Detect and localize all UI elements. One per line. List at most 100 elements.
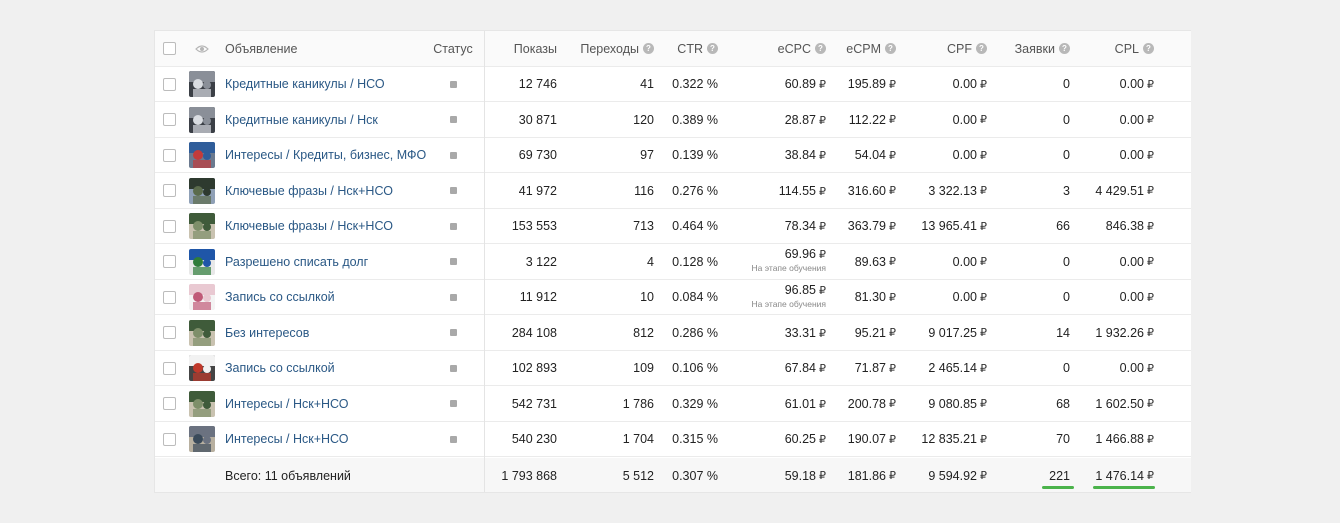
status-cell[interactable] (425, 316, 481, 350)
status-cell[interactable] (425, 351, 481, 385)
status-cell[interactable] (425, 387, 481, 421)
impressions-cell: 153 553 (511, 219, 557, 233)
total-leads: 221 (1049, 468, 1070, 483)
status-cell[interactable] (425, 422, 481, 456)
header-ecpc[interactable]: eCPC? (725, 31, 826, 66)
ecpc-value: 38.84 (784, 148, 816, 162)
ad-name-link[interactable]: Интересы / Кредиты, бизнес, МФО (225, 138, 426, 172)
row-checkbox[interactable] (162, 290, 176, 304)
ruble-icon: ₽ (819, 185, 826, 198)
ad-thumbnail[interactable] (189, 351, 215, 385)
header-ctr[interactable]: CTR? (655, 31, 718, 66)
status-cell[interactable] (425, 245, 481, 279)
help-icon[interactable]: ? (976, 43, 987, 54)
help-icon[interactable]: ? (815, 43, 826, 54)
cpl-cell: 1 932.26 ₽ (1075, 316, 1154, 350)
status-cell[interactable] (425, 103, 481, 137)
status-cell[interactable] (425, 67, 481, 101)
ecpm-value: 54.04 (854, 148, 886, 162)
ad-name-link[interactable]: Кредитные каникулы / Нск (225, 103, 425, 137)
ctr-cell: 0.315 % (672, 432, 718, 446)
status-indicator-icon (449, 116, 457, 123)
cpl-value: 0.00 (1119, 77, 1144, 91)
row-checkbox[interactable] (162, 361, 176, 375)
ad-name-link[interactable]: Запись со ссылкой (225, 351, 425, 385)
header-cpl[interactable]: CPL? (1075, 31, 1154, 66)
cpf-value: 3 322.13 (928, 183, 977, 198)
ecpc-value-wrap: 38.84 ₽ (785, 148, 826, 162)
header-leads[interactable]: Заявки? (995, 31, 1070, 66)
header-ecpm[interactable]: eCPM? (830, 31, 896, 66)
ruble-icon: ₽ (889, 114, 896, 126)
cpf-value: 0.00 (952, 290, 977, 304)
help-icon[interactable]: ? (1143, 43, 1154, 54)
status-cell[interactable] (425, 138, 481, 172)
ctr-cell: 0.286 % (672, 325, 718, 340)
row-checkbox[interactable] (162, 326, 176, 339)
ad-name-link[interactable]: Без интересов (225, 316, 425, 350)
eye-icon[interactable] (191, 31, 213, 66)
ad-name-link[interactable]: Ключевые фразы / Нск+НСО (225, 174, 425, 208)
cpl-value: 0.00 (1119, 361, 1144, 375)
ad-thumbnail[interactable] (189, 422, 215, 456)
row-checkbox[interactable] (162, 148, 176, 162)
select-all-cell (155, 31, 183, 66)
status-indicator-icon (449, 329, 457, 336)
ad-name-link[interactable]: Кредитные каникулы / НСО (225, 67, 425, 101)
help-icon[interactable]: ? (707, 43, 718, 54)
ruble-icon: ₽ (819, 284, 826, 297)
ecpm-cell: 89.63 ₽ (830, 245, 896, 279)
status-cell[interactable] (425, 280, 481, 314)
ruble-icon: ₽ (819, 114, 826, 127)
ad-thumbnail[interactable] (189, 280, 215, 314)
ruble-icon: ₽ (889, 291, 896, 304)
header-ad[interactable]: Объявление (225, 41, 298, 56)
row-checkbox[interactable] (162, 184, 176, 197)
row-checkbox[interactable] (162, 432, 176, 446)
cpl-value: 1 932.26 (1095, 325, 1144, 340)
header-impressions[interactable]: Показы (513, 41, 557, 56)
row-checkbox[interactable] (162, 397, 176, 410)
ad-thumbnail[interactable] (189, 138, 215, 172)
cpl-value: 0.00 (1119, 112, 1144, 127)
ad-thumbnail[interactable] (189, 245, 215, 279)
ad-image (189, 142, 215, 168)
row-checkbox[interactable] (162, 255, 176, 268)
ruble-icon: ₽ (889, 220, 896, 233)
ecpm-value: 81.30 (854, 290, 886, 304)
ad-thumbnail[interactable] (189, 209, 215, 243)
ad-name-link[interactable]: Разрешено списать долг (225, 245, 425, 279)
ruble-icon: ₽ (980, 220, 987, 233)
ad-thumbnail[interactable] (189, 316, 215, 350)
status-indicator-icon (449, 258, 457, 265)
table-row: Ключевые фразы / Нск+НСО 41 972 116 0.27… (155, 174, 1191, 209)
ad-image (189, 390, 215, 417)
ad-name-link[interactable]: Интересы / Нск+НСО (225, 387, 425, 421)
header-status[interactable]: Статус (433, 41, 473, 56)
total-impressions: 1 793 868 (501, 468, 557, 483)
status-cell[interactable] (425, 174, 481, 208)
total-ctr: 0.307 % (672, 468, 718, 483)
ad-name-link[interactable]: Запись со ссылкой (225, 280, 425, 314)
row-checkbox[interactable] (162, 77, 176, 91)
ad-name-link[interactable]: Ключевые фразы / Нск+НСО (225, 209, 425, 243)
ad-thumbnail[interactable] (189, 174, 215, 208)
leads-cell: 70 (1056, 432, 1070, 446)
status-cell[interactable] (425, 209, 481, 243)
select-all-checkbox[interactable] (162, 42, 176, 55)
header-clicks[interactable]: Переходы? (561, 31, 654, 66)
ad-name-link[interactable]: Интересы / Нск+НСО (225, 422, 425, 456)
ruble-icon: ₽ (1147, 291, 1154, 304)
row-checkbox[interactable] (162, 219, 176, 233)
ad-thumbnail[interactable] (189, 387, 215, 421)
ad-thumbnail[interactable] (189, 103, 215, 137)
help-icon[interactable]: ? (1059, 43, 1070, 54)
help-icon[interactable]: ? (643, 43, 654, 54)
help-icon[interactable]: ? (885, 43, 896, 54)
ecpc-value: 60.89 (784, 77, 816, 91)
row-checkbox[interactable] (162, 113, 176, 126)
ecpc-value-wrap: 114.55 ₽ (779, 184, 826, 198)
ad-thumbnail[interactable] (189, 67, 215, 101)
cpf-cell: 0.00 ₽ (900, 67, 987, 101)
header-cpf[interactable]: CPF? (900, 31, 987, 66)
